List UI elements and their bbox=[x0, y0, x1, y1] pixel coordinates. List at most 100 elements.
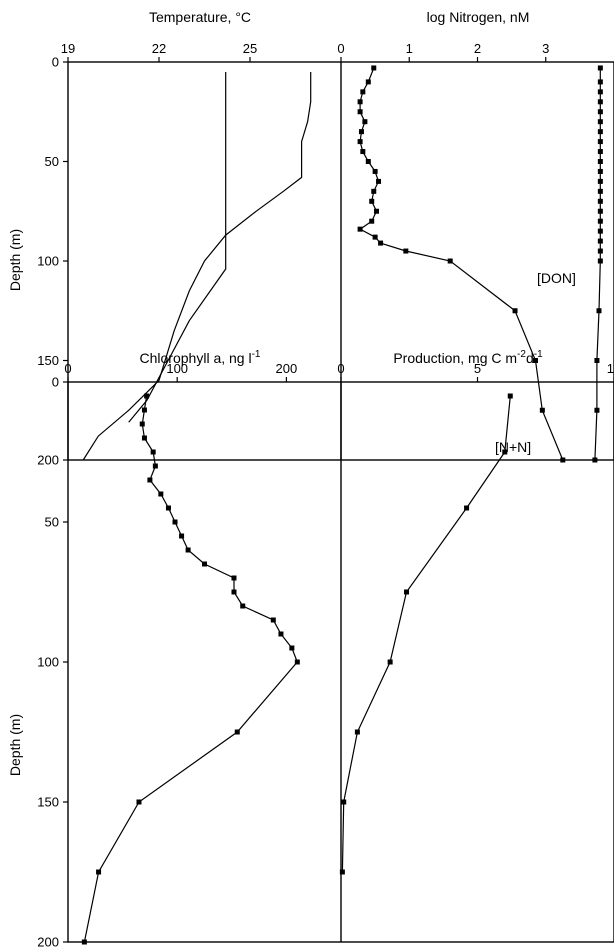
data-point-1-1-20 bbox=[596, 308, 602, 314]
x-tick-label-1-0: 0 bbox=[337, 41, 344, 56]
data-point-1-0-3 bbox=[357, 99, 363, 105]
x-tick-label-0-1: 22 bbox=[152, 41, 166, 56]
data-point-1-0-12 bbox=[371, 188, 377, 194]
data-point-1-0-5 bbox=[362, 119, 368, 125]
top-y-axis-label: Depth (m) bbox=[7, 229, 23, 291]
data-point-1-1-23 bbox=[592, 457, 598, 463]
x-tick-label-3-2: 10 bbox=[607, 361, 614, 376]
y-tick-label-2-2: 100 bbox=[37, 655, 59, 670]
x-tick-label-2-0: 0 bbox=[64, 361, 71, 376]
y-tick-label-0-1: 50 bbox=[45, 154, 59, 169]
data-point-1-1-16 bbox=[597, 228, 603, 234]
data-point-2-0-7 bbox=[158, 491, 164, 497]
data-point-1-0-24 bbox=[560, 457, 566, 463]
data-point-1-1-8 bbox=[597, 149, 603, 155]
data-point-2-0-18 bbox=[289, 645, 295, 651]
nn-annotation: [N+N] bbox=[495, 439, 531, 455]
data-point-1-0-20 bbox=[447, 258, 453, 264]
data-point-2-0-3 bbox=[141, 435, 147, 441]
data-point-1-1-13 bbox=[597, 198, 603, 204]
data-point-1-0-16 bbox=[357, 226, 363, 232]
data-point-2-0-6 bbox=[147, 477, 153, 483]
data-point-1-1-14 bbox=[597, 208, 603, 214]
data-point-1-0-14 bbox=[373, 208, 379, 214]
data-point-1-0-19 bbox=[403, 248, 409, 254]
data-point-1-0-23 bbox=[539, 407, 545, 413]
data-point-1-1-5 bbox=[597, 119, 603, 125]
y-tick-label-0-3: 150 bbox=[37, 353, 59, 368]
series-line-1-0 bbox=[358, 67, 564, 461]
data-point-2-0-14 bbox=[231, 589, 237, 595]
don-annotation: [DON] bbox=[537, 270, 576, 286]
data-point-2-0-21 bbox=[136, 799, 142, 805]
data-point-1-0-15 bbox=[369, 218, 375, 224]
data-point-1-1-2 bbox=[597, 89, 603, 95]
data-point-1-1-17 bbox=[597, 238, 603, 244]
production-title: Production, mg C m-2d-1 bbox=[393, 349, 543, 366]
data-point-1-1-10 bbox=[597, 168, 603, 174]
data-point-2-0-16 bbox=[270, 617, 276, 623]
bottom-y-axis-label: Depth (m) bbox=[7, 714, 23, 776]
nitrogen-title: log Nitrogen, nM bbox=[427, 9, 530, 25]
production-title-sup1: -2 bbox=[517, 349, 526, 360]
series-line-0-0 bbox=[128, 72, 227, 423]
data-point-1-0-2 bbox=[360, 89, 366, 95]
data-point-1-1-0 bbox=[597, 65, 603, 71]
chlorophyll-title-sup: -1 bbox=[252, 349, 261, 360]
x-tick-label-3-1: 5 bbox=[474, 361, 481, 376]
x-tick-label-0-0: 19 bbox=[61, 41, 75, 56]
y-tick-label-2-1: 50 bbox=[45, 515, 59, 530]
data-point-3-0-4 bbox=[387, 659, 393, 665]
data-point-3-0-3 bbox=[404, 589, 410, 595]
data-point-1-0-22 bbox=[533, 358, 539, 363]
data-point-3-0-5 bbox=[354, 729, 360, 735]
data-point-2-0-12 bbox=[202, 561, 207, 567]
data-point-2-0-23 bbox=[81, 939, 87, 945]
data-point-3-0-6 bbox=[341, 799, 347, 805]
y-tick-label-2-3: 150 bbox=[37, 795, 59, 810]
data-point-1-1-19 bbox=[597, 258, 603, 264]
data-point-2-0-11 bbox=[185, 547, 191, 553]
data-point-1-0-18 bbox=[378, 240, 384, 246]
data-point-1-1-6 bbox=[597, 129, 603, 135]
data-point-3-0-7 bbox=[339, 869, 345, 875]
data-point-3-0-1 bbox=[502, 449, 508, 455]
production-title-text: Production, mg C m bbox=[393, 350, 517, 366]
x-tick-label-1-2: 2 bbox=[474, 41, 481, 56]
data-point-1-1-21 bbox=[594, 358, 600, 363]
data-point-1-1-22 bbox=[594, 407, 600, 413]
data-point-1-0-0 bbox=[371, 65, 377, 71]
data-point-2-0-8 bbox=[165, 505, 171, 511]
data-point-3-0-0 bbox=[507, 393, 513, 399]
data-point-1-1-12 bbox=[597, 188, 603, 194]
x-tick-label-1-3: 3 bbox=[542, 41, 549, 56]
data-point-1-0-9 bbox=[365, 159, 371, 164]
y-tick-label-0-4: 200 bbox=[37, 453, 59, 468]
production-title-sup2: -1 bbox=[534, 349, 543, 360]
chlorophyll-title-text: Chlorophyll a, ng l bbox=[140, 350, 252, 366]
data-point-2-0-9 bbox=[172, 519, 178, 525]
data-point-1-1-7 bbox=[597, 139, 603, 145]
data-point-2-0-0 bbox=[144, 393, 150, 399]
data-point-1-0-1 bbox=[365, 79, 371, 85]
series-line-2-0 bbox=[83, 395, 298, 943]
data-point-2-0-15 bbox=[240, 603, 246, 609]
data-point-1-0-13 bbox=[369, 198, 375, 204]
data-point-1-1-1 bbox=[597, 79, 603, 85]
data-point-2-0-4 bbox=[150, 449, 156, 455]
data-point-2-0-1 bbox=[141, 407, 147, 413]
data-point-2-0-5 bbox=[152, 463, 158, 469]
data-point-1-1-3 bbox=[597, 99, 603, 105]
data-point-3-0-2 bbox=[464, 505, 470, 511]
data-point-1-0-10 bbox=[372, 168, 378, 174]
data-point-1-1-18 bbox=[597, 248, 603, 254]
data-point-1-0-21 bbox=[512, 308, 518, 314]
data-point-1-0-4 bbox=[357, 109, 363, 115]
temperature-title: Temperature, °C bbox=[149, 9, 251, 25]
data-point-2-0-19 bbox=[294, 659, 300, 665]
data-point-1-0-17 bbox=[372, 234, 378, 240]
y-tick-label-2-4: 200 bbox=[37, 935, 59, 947]
x-tick-label-2-1: 100 bbox=[166, 361, 188, 376]
series-line-0-1 bbox=[82, 72, 312, 461]
data-point-1-0-8 bbox=[360, 149, 366, 155]
